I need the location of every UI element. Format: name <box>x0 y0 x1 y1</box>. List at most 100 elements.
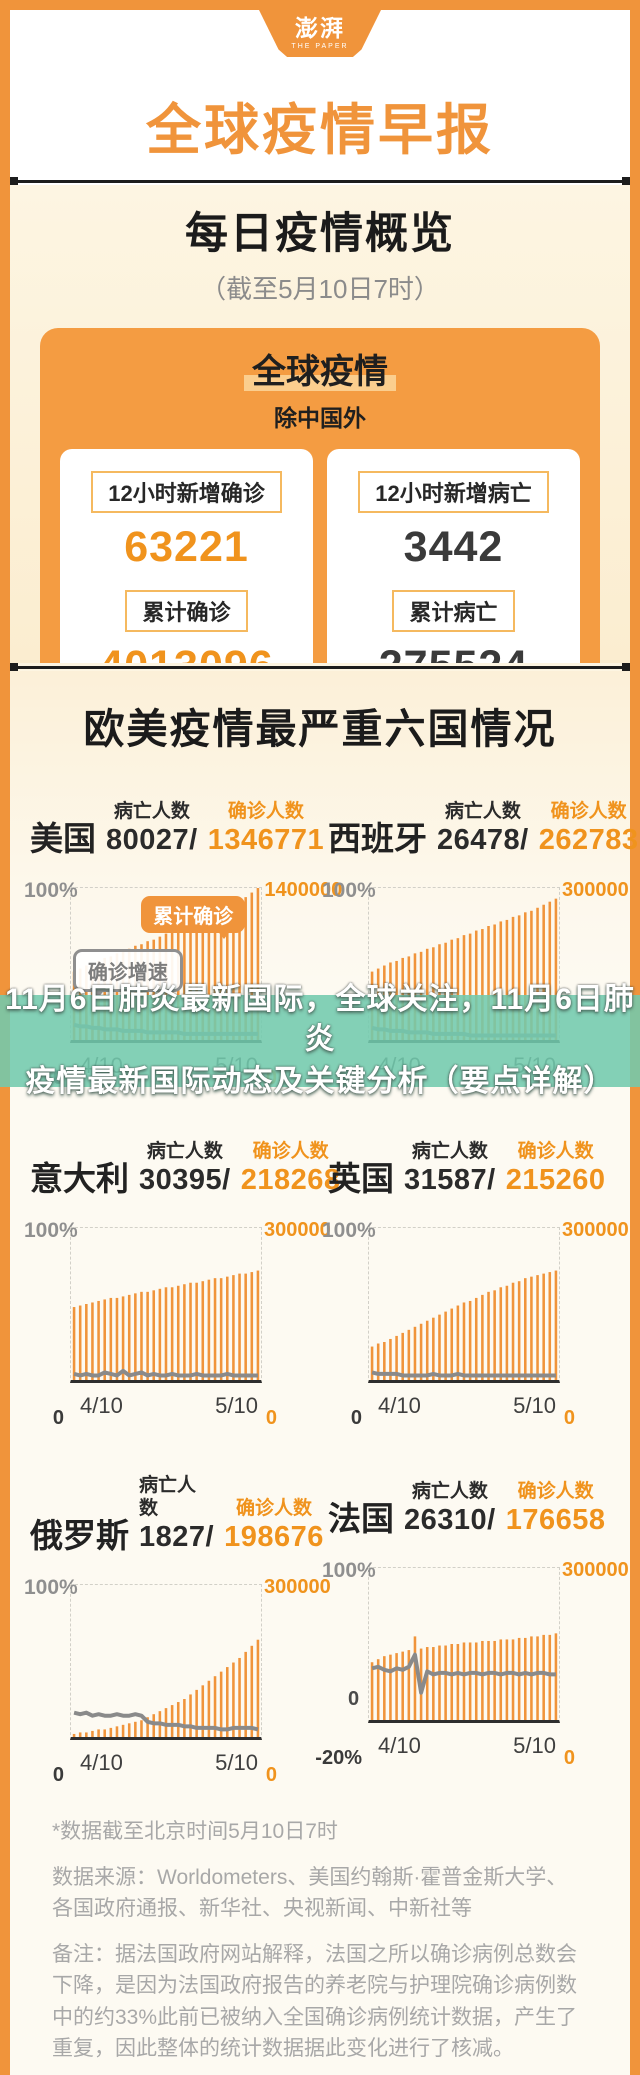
overview-subheading: （截至5月10日7时） <box>200 274 440 304</box>
plot-area <box>70 1227 262 1383</box>
divider-line <box>18 665 622 669</box>
confirmed-count-value: 1346771 <box>207 823 325 856</box>
death-stat: 病亡人数 1827/ <box>139 1475 214 1554</box>
x-tick-end: 5/10 <box>513 1393 556 1418</box>
overlay-banner: 11月6日肺炎最新国际，全球关注，11月6日肺炎 疫情最新国际动态及关键分析（要… <box>0 983 640 1098</box>
country-chart: 100% 300000 0 0 4/10 5/10 <box>322 1220 629 1428</box>
death-stat: 病亡人数 31587/ <box>404 1141 496 1197</box>
divider-line <box>18 179 622 183</box>
left-axis-top-label: 100% <box>322 879 376 902</box>
death-count-label: 病亡人数 <box>411 1480 488 1502</box>
country-chart: 100% 300000 0 0 4/10 5/10 <box>24 1220 331 1428</box>
left-axis-top-label: 100% <box>24 1575 78 1599</box>
x-axis-ticks: 4/10 5/10 <box>368 1723 560 1759</box>
stat-label: 12小时新增确诊 <box>91 471 282 513</box>
x-tick-start: 4/10 <box>80 1749 123 1775</box>
country-chart: 100% 300000 0 0 4/10 5/10 <box>24 1577 331 1785</box>
confirmed-stat: 确诊人数 215260 <box>506 1141 606 1197</box>
left-axis-top-label: 100% <box>322 1559 376 1582</box>
section-divider <box>10 663 630 671</box>
plot-area <box>70 1583 262 1740</box>
footnote-cutoff: *数据截至北京时间5月10日7时 <box>52 1820 338 1843</box>
country-header: 西班牙 病亡人数 26478/ 确诊人数 262783 <box>320 795 638 857</box>
right-axis-top-label: 1400000 <box>264 879 343 901</box>
confirmed-stat: 确诊人数 176658 <box>506 1481 606 1537</box>
confirmed-stat: 确诊人数 262783 <box>539 801 639 857</box>
country-rows: 美国 病亡人数 80027/ 确诊人数 1346771 100% 1400000… <box>10 795 638 1785</box>
brand-logo: 澎湃 THE PAPER <box>259 10 381 57</box>
footnote-sources: 数据来源：Worldometers、美国约翰斯·霍普金斯大学、各国政府通报、新华… <box>52 1865 568 1921</box>
confirmed-count-value: 218268 <box>240 1163 341 1196</box>
right-axis-top-label: 300000 <box>264 1575 331 1598</box>
global-stats-title: 全球疫情 <box>60 344 580 393</box>
country-block: 意大利 病亡人数 30395/ 确诊人数 218268 100% 300000 … <box>22 1135 340 1428</box>
global-stats-subtitle: 除中国外 <box>274 405 366 431</box>
death-count-value: 26310/ <box>404 1503 496 1536</box>
plot-area <box>368 1227 560 1383</box>
country-header: 法国 病亡人数 26310/ 确诊人数 176658 <box>320 1475 618 1537</box>
stat-label: 12小时新增病亡 <box>358 471 549 513</box>
country-chart: 100% 300000 -20% 0 4/10 5/10 0 <box>315 1560 628 1768</box>
right-axis-bottom-label: 0 <box>563 1407 575 1429</box>
death-stat: 病亡人数 26310/ <box>404 1481 496 1537</box>
country-block: 西班牙 病亡人数 26478/ 确诊人数 262783 100% 300000 … <box>320 795 638 1088</box>
left-axis-bottom-label: 0 <box>52 1763 64 1786</box>
country-name: 俄罗斯 <box>30 1517 129 1555</box>
overlay-banner-line2: 疫情最新国际动态及关键分析（要点详解） <box>25 1065 615 1098</box>
right-axis-top-label: 300000 <box>562 879 629 901</box>
x-tick-end: 5/10 <box>513 1733 556 1758</box>
death-count-label: 病亡人数 <box>411 1140 488 1162</box>
confirmed-count-label: 确诊人数 <box>235 1497 312 1519</box>
x-axis-ticks: 4/10 5/10 <box>368 1383 560 1419</box>
footnote-note: 备注：据法国政府网站解释，法国之所以确诊病例总数会下降，是因为法国政府报告的养老… <box>52 1942 578 2061</box>
right-axis-top-label: 300000 <box>264 1219 331 1241</box>
country-name: 法国 <box>328 1500 394 1538</box>
page-title: 全球疫情早报 <box>145 99 494 161</box>
country-row: 意大利 病亡人数 30395/ 确诊人数 218268 100% 300000 … <box>10 1135 630 1428</box>
daily-overview-section: 每日疫情概览 （截至5月10日7时） 全球疫情 除中国外 12小时新增确诊 63… <box>10 185 630 735</box>
country-row: 俄罗斯 病亡人数 1827/ 确诊人数 198676 100% 300000 0… <box>10 1475 630 1785</box>
confirmed-count-label: 确诊人数 <box>517 1140 594 1162</box>
left-axis-zero-label: 0 <box>348 1688 360 1711</box>
death-count-value: 26478/ <box>437 823 529 856</box>
death-count-label: 病亡人数 <box>444 800 521 822</box>
death-stat: 病亡人数 80027/ <box>106 801 198 857</box>
confirmed-count-value: 176658 <box>505 1503 606 1536</box>
death-stat: 病亡人数 26478/ <box>437 801 529 857</box>
plot-area <box>368 1567 560 1723</box>
confirmed-count-label: 确诊人数 <box>550 800 627 822</box>
left-axis-top-label: 100% <box>24 879 78 902</box>
left-axis-bottom-label: 0 <box>52 1407 64 1429</box>
left-axis-bottom-label: -20% <box>315 1747 362 1769</box>
right-axis-top-label: 300000 <box>562 1559 629 1581</box>
country-block: 俄罗斯 病亡人数 1827/ 确诊人数 198676 100% 300000 0… <box>22 1475 331 1785</box>
x-tick-end: 5/10 <box>215 1749 258 1775</box>
death-count-value: 1827/ <box>139 1520 215 1553</box>
left-axis-top-label: 100% <box>24 1219 78 1242</box>
death-count-label: 病亡人数 <box>139 1475 197 1519</box>
x-axis-ticks: 4/10 5/10 <box>70 1740 262 1776</box>
six-countries-section: 欧美疫情最严重六国情况 美国 病亡人数 80027/ 确诊人数 1346771 … <box>10 671 638 1786</box>
death-count-label: 病亡人数 <box>146 1140 223 1162</box>
country-name: 意大利 <box>30 1160 129 1198</box>
stat-value: 3442 <box>403 523 504 571</box>
right-axis-top-label: 300000 <box>562 1219 629 1241</box>
divider-endcap <box>622 663 630 671</box>
confirmed-count-value: 215260 <box>505 1163 606 1196</box>
confirmed-count-value: 262783 <box>538 823 639 856</box>
x-tick-start: 4/10 <box>80 1393 123 1418</box>
overview-heading: 每日疫情概览 <box>185 210 455 258</box>
country-name: 英国 <box>328 1160 394 1198</box>
x-tick-end: 5/10 <box>215 1393 258 1418</box>
country-header: 美国 病亡人数 80027/ 确诊人数 1346771 <box>22 795 324 857</box>
divider-endcap <box>622 177 630 185</box>
overlay-banner-line1: 11月6日肺炎最新国际，全球关注，11月6日肺炎 <box>5 983 635 1056</box>
stat-label: 累计确诊 <box>125 590 248 632</box>
stat-value: 63221 <box>124 523 249 571</box>
death-count-value: 80027/ <box>106 823 198 856</box>
country-header: 英国 病亡人数 31587/ 确诊人数 215260 <box>320 1135 618 1197</box>
cumulative-confirmed-tooltip: 累计确诊 <box>141 895 246 939</box>
confirmed-stat: 确诊人数 1346771 <box>208 801 324 857</box>
death-count-value: 31587/ <box>404 1163 496 1196</box>
